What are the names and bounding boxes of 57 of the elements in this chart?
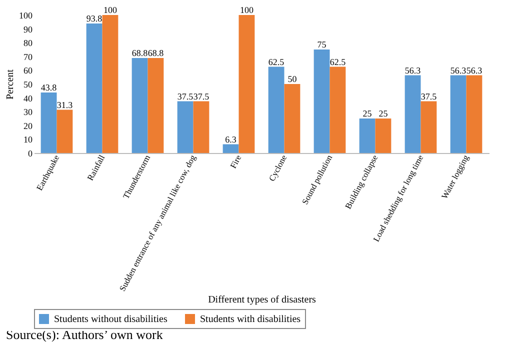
data-label: 75 [317,40,327,50]
y-tick-label: 80 [24,38,33,48]
data-label: 93.8 [86,14,103,24]
y-tick-label: 60 [24,66,33,76]
y-tick-label: 100 [19,10,33,20]
y-tick-label: 50 [24,80,33,90]
bar [102,15,118,153]
bar [330,66,346,153]
x-tick-label: Fire [228,152,244,170]
data-label: 6.3 [225,134,237,144]
data-label: 56.3 [404,65,422,76]
y-tick-label: 20 [24,120,33,131]
data-label: 25 [362,108,372,118]
data-label: 100 [103,5,118,15]
y-tick-label: 10 [24,134,33,145]
bar [238,15,255,153]
bar [450,75,466,153]
y-axis-title: Percent [5,69,16,100]
bar [56,110,73,153]
data-label: 62.5 [268,56,285,67]
bar [177,101,194,153]
data-label: 68.8 [132,48,148,58]
bar [284,84,300,153]
y-tick-label: 0 [28,148,33,158]
data-label: 37.5 [177,91,194,102]
data-label: 43.8 [40,82,58,93]
bar [420,101,437,153]
y-tick-label: 30 [24,107,33,118]
bar [314,50,330,153]
bar [40,92,57,153]
data-label: 37.5 [193,91,210,102]
bar [268,66,284,153]
legend-label: Students with disabilities [200,314,301,325]
data-label: 100 [240,5,254,15]
legend-label: Students without disabilities [54,314,168,325]
data-label: 56.3 [450,65,467,76]
y-tick-label: 70 [24,52,33,62]
source-note: Source(s): Authors’ own work [6,327,164,343]
bar [132,58,148,153]
bar [193,101,210,153]
data-label: 68.8 [148,48,164,58]
data-label: 56.3 [466,65,483,76]
y-tick-label: 90 [24,24,33,34]
data-label: 37.5 [420,91,438,102]
x-axis-title: Different types of disasters [208,294,316,306]
y-tick-label: 40 [24,93,33,104]
bar [222,144,239,153]
data-label: 25 [378,108,388,118]
bar [466,75,482,153]
bar [148,58,164,153]
bar [375,118,392,153]
bar [404,75,421,153]
data-label: 50 [288,74,298,84]
data-label: 62.5 [330,56,346,67]
bar [359,118,376,153]
bar [86,24,102,153]
data-label: 31.3 [56,100,74,110]
